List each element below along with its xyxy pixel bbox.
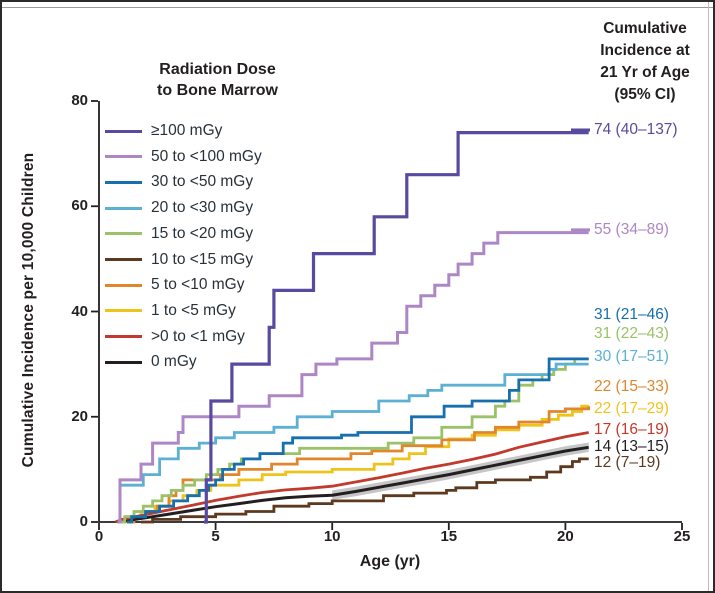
legend-item-b20to30: 20 to <30 mGy [105,199,253,217]
legend-item-r0to1: >0 to <1 mGy [105,328,245,346]
legend-label: 50 to <100 mGy [151,147,262,165]
legend-item-zero: 0 mGy [105,353,197,371]
legend-item-y1to5: 1 to <5 mGy [105,302,236,320]
legend-label: 0 mGy [151,353,197,371]
axes-lines [98,101,682,523]
legend-label: 5 to <10 mGy [151,276,245,294]
legend-swatch-p50to100 [105,155,142,159]
y-axis-label: Cumulative Incidence per 10,000 Children [20,152,37,468]
top-rule [2,7,713,8]
annotation-b20to30: 30 (17–51) [594,347,669,365]
annotation-br10to15: 12 (7–19) [594,454,661,472]
x-tick-label: 10 [323,528,341,545]
annotation-p50to100: 55 (34–89) [594,220,669,238]
legend-swatch-b30to50 [105,180,142,184]
annotation-b30to50: 31 (21–46) [594,306,669,324]
y-tick-label: 60 [71,197,88,215]
curve-ge100 [203,131,589,524]
legend-swatch-zero [105,360,142,364]
legend-swatch-o5to10 [105,283,142,287]
right-rule [708,2,709,591]
x-tick-label: 25 [673,528,691,545]
right-column-header: Cumulative Incidence at 21 Yr of Age (95… [600,20,690,103]
annotation-o5to10: 22 (15–33) [594,377,669,395]
legend-swatch-r0to1 [105,335,142,339]
y-tick-label: 20 [71,407,88,425]
legend-label: 10 to <15 mGy [151,250,254,268]
y-tick-label: 40 [71,302,88,320]
legend-title: Radiation Dose to Bone Marrow [157,61,278,99]
curve-p50to100 [117,231,589,524]
y-tick-label: 0 [79,513,88,530]
curve-r0to1 [114,431,589,524]
annotation-g15to20: 31 (22–43) [594,325,669,343]
curve-br10to15 [141,457,589,524]
curve-b20to30 [117,362,589,524]
x-axis-label: Age (yr) [359,553,421,570]
annotation-y1to5: 22 (17–29) [594,399,669,417]
legend-item-b30to50: 30 to <50 mGy [105,173,253,191]
legend-item-g15to20: 15 to <20 mGy [105,225,253,243]
legend-label: 1 to <5 mGy [151,301,236,319]
legend-item-p50to100: 50 to <100 mGy [105,148,262,166]
legend-label: >0 to <1 mGy [151,327,245,345]
legend-label: 30 to <50 mGy [151,173,254,191]
annotation-r0to1: 17 (16–19) [594,420,669,438]
y-tick-label: 80 [71,92,88,109]
legend-item-o5to10: 5 to <10 mGy [105,276,244,294]
legend-label: 20 to <30 mGy [151,199,254,217]
x-tick-label: 15 [440,528,458,545]
legend-swatch-y1to5 [105,309,142,313]
curve-b30to50 [127,357,589,524]
x-tick-label: 20 [557,528,574,545]
legend-label: 15 to <20 mGy [151,224,254,242]
legend-swatch-br10to15 [105,258,142,261]
annotation-ge100: 74 (40–137) [594,120,678,138]
legend-swatch-b20to30 [105,206,142,210]
x-tick-label: 0 [94,528,104,545]
legend-label: ≥100 mGy [151,122,223,139]
legend-swatch-ge100 [105,129,142,133]
annotation-zero: 14 (13–15) [594,437,669,455]
curve-zero [117,445,589,524]
legend-swatch-g15to20 [105,232,142,236]
legend-item-ge100: ≥100 mGy [105,122,222,140]
legend-item-br10to15: 10 to <15 mGy [105,251,253,269]
x-tick-label: 5 [211,528,220,545]
